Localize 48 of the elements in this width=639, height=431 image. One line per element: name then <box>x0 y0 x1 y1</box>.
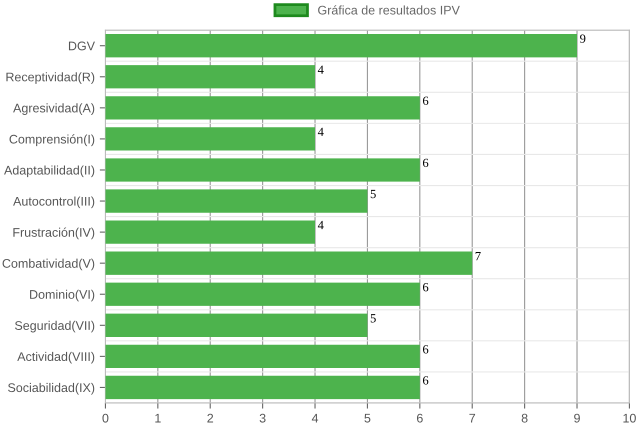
y-tick-label: Autocontrol(III) <box>13 196 94 208</box>
data-label: 7 <box>476 252 481 260</box>
bar <box>105 252 472 275</box>
bar <box>105 65 316 88</box>
data-label: 4 <box>318 128 324 136</box>
y-tick-label: Comprensión(I) <box>10 134 94 146</box>
x-tick-label: 9 <box>574 414 580 423</box>
y-tick-label: Dominio(VI) <box>30 290 94 302</box>
data-label: 6 <box>422 282 428 292</box>
x-tick-label: 5 <box>364 414 370 423</box>
legend-label: Gráfica de resultados IPV <box>318 5 460 15</box>
x-tick-label: 7 <box>469 414 476 422</box>
bar <box>105 96 420 120</box>
data-label: 4 <box>318 220 324 230</box>
data-label: 5 <box>370 190 376 198</box>
data-label: 6 <box>422 158 428 168</box>
x-tick-label: 8 <box>522 414 528 423</box>
bar <box>105 34 578 58</box>
bar <box>105 376 420 400</box>
x-tick-label: 0 <box>102 414 108 423</box>
y-tick-label: DGV <box>68 42 95 50</box>
bar <box>105 220 316 244</box>
bar <box>105 314 368 337</box>
y-tick-label: Actividad(VIII) <box>17 352 94 364</box>
bar <box>105 127 316 151</box>
x-tick-label: 6 <box>416 414 423 423</box>
x-tick-label: 1 <box>155 414 161 422</box>
y-tick-label: Receptividad(R) <box>6 72 94 84</box>
data-label: 6 <box>422 376 428 385</box>
bar <box>105 282 420 306</box>
y-tick-label: Combatividad(V) <box>2 258 94 270</box>
bar <box>105 344 420 368</box>
y-tick-label: Adaptabilidad(II) <box>4 165 94 178</box>
y-tick-label: Frustración(IV) <box>13 228 94 240</box>
y-tick-label: Seguridad(VII) <box>14 320 94 332</box>
bar <box>105 158 420 182</box>
y-tick-label: Sociabilidad(IX) <box>8 382 94 395</box>
data-label: 4 <box>318 66 324 74</box>
data-label: 6 <box>422 345 428 354</box>
x-tick-label: 10 <box>623 414 636 423</box>
data-label: 6 <box>422 96 428 105</box>
x-tick-label: 3 <box>260 414 266 423</box>
data-label: 9 <box>580 34 586 43</box>
x-tick-label: 2 <box>207 414 214 422</box>
y-tick-label: Agresividad(A) <box>13 103 94 115</box>
x-tick-label: 4 <box>312 414 318 422</box>
bar <box>105 189 368 213</box>
data-label: 5 <box>370 314 376 322</box>
